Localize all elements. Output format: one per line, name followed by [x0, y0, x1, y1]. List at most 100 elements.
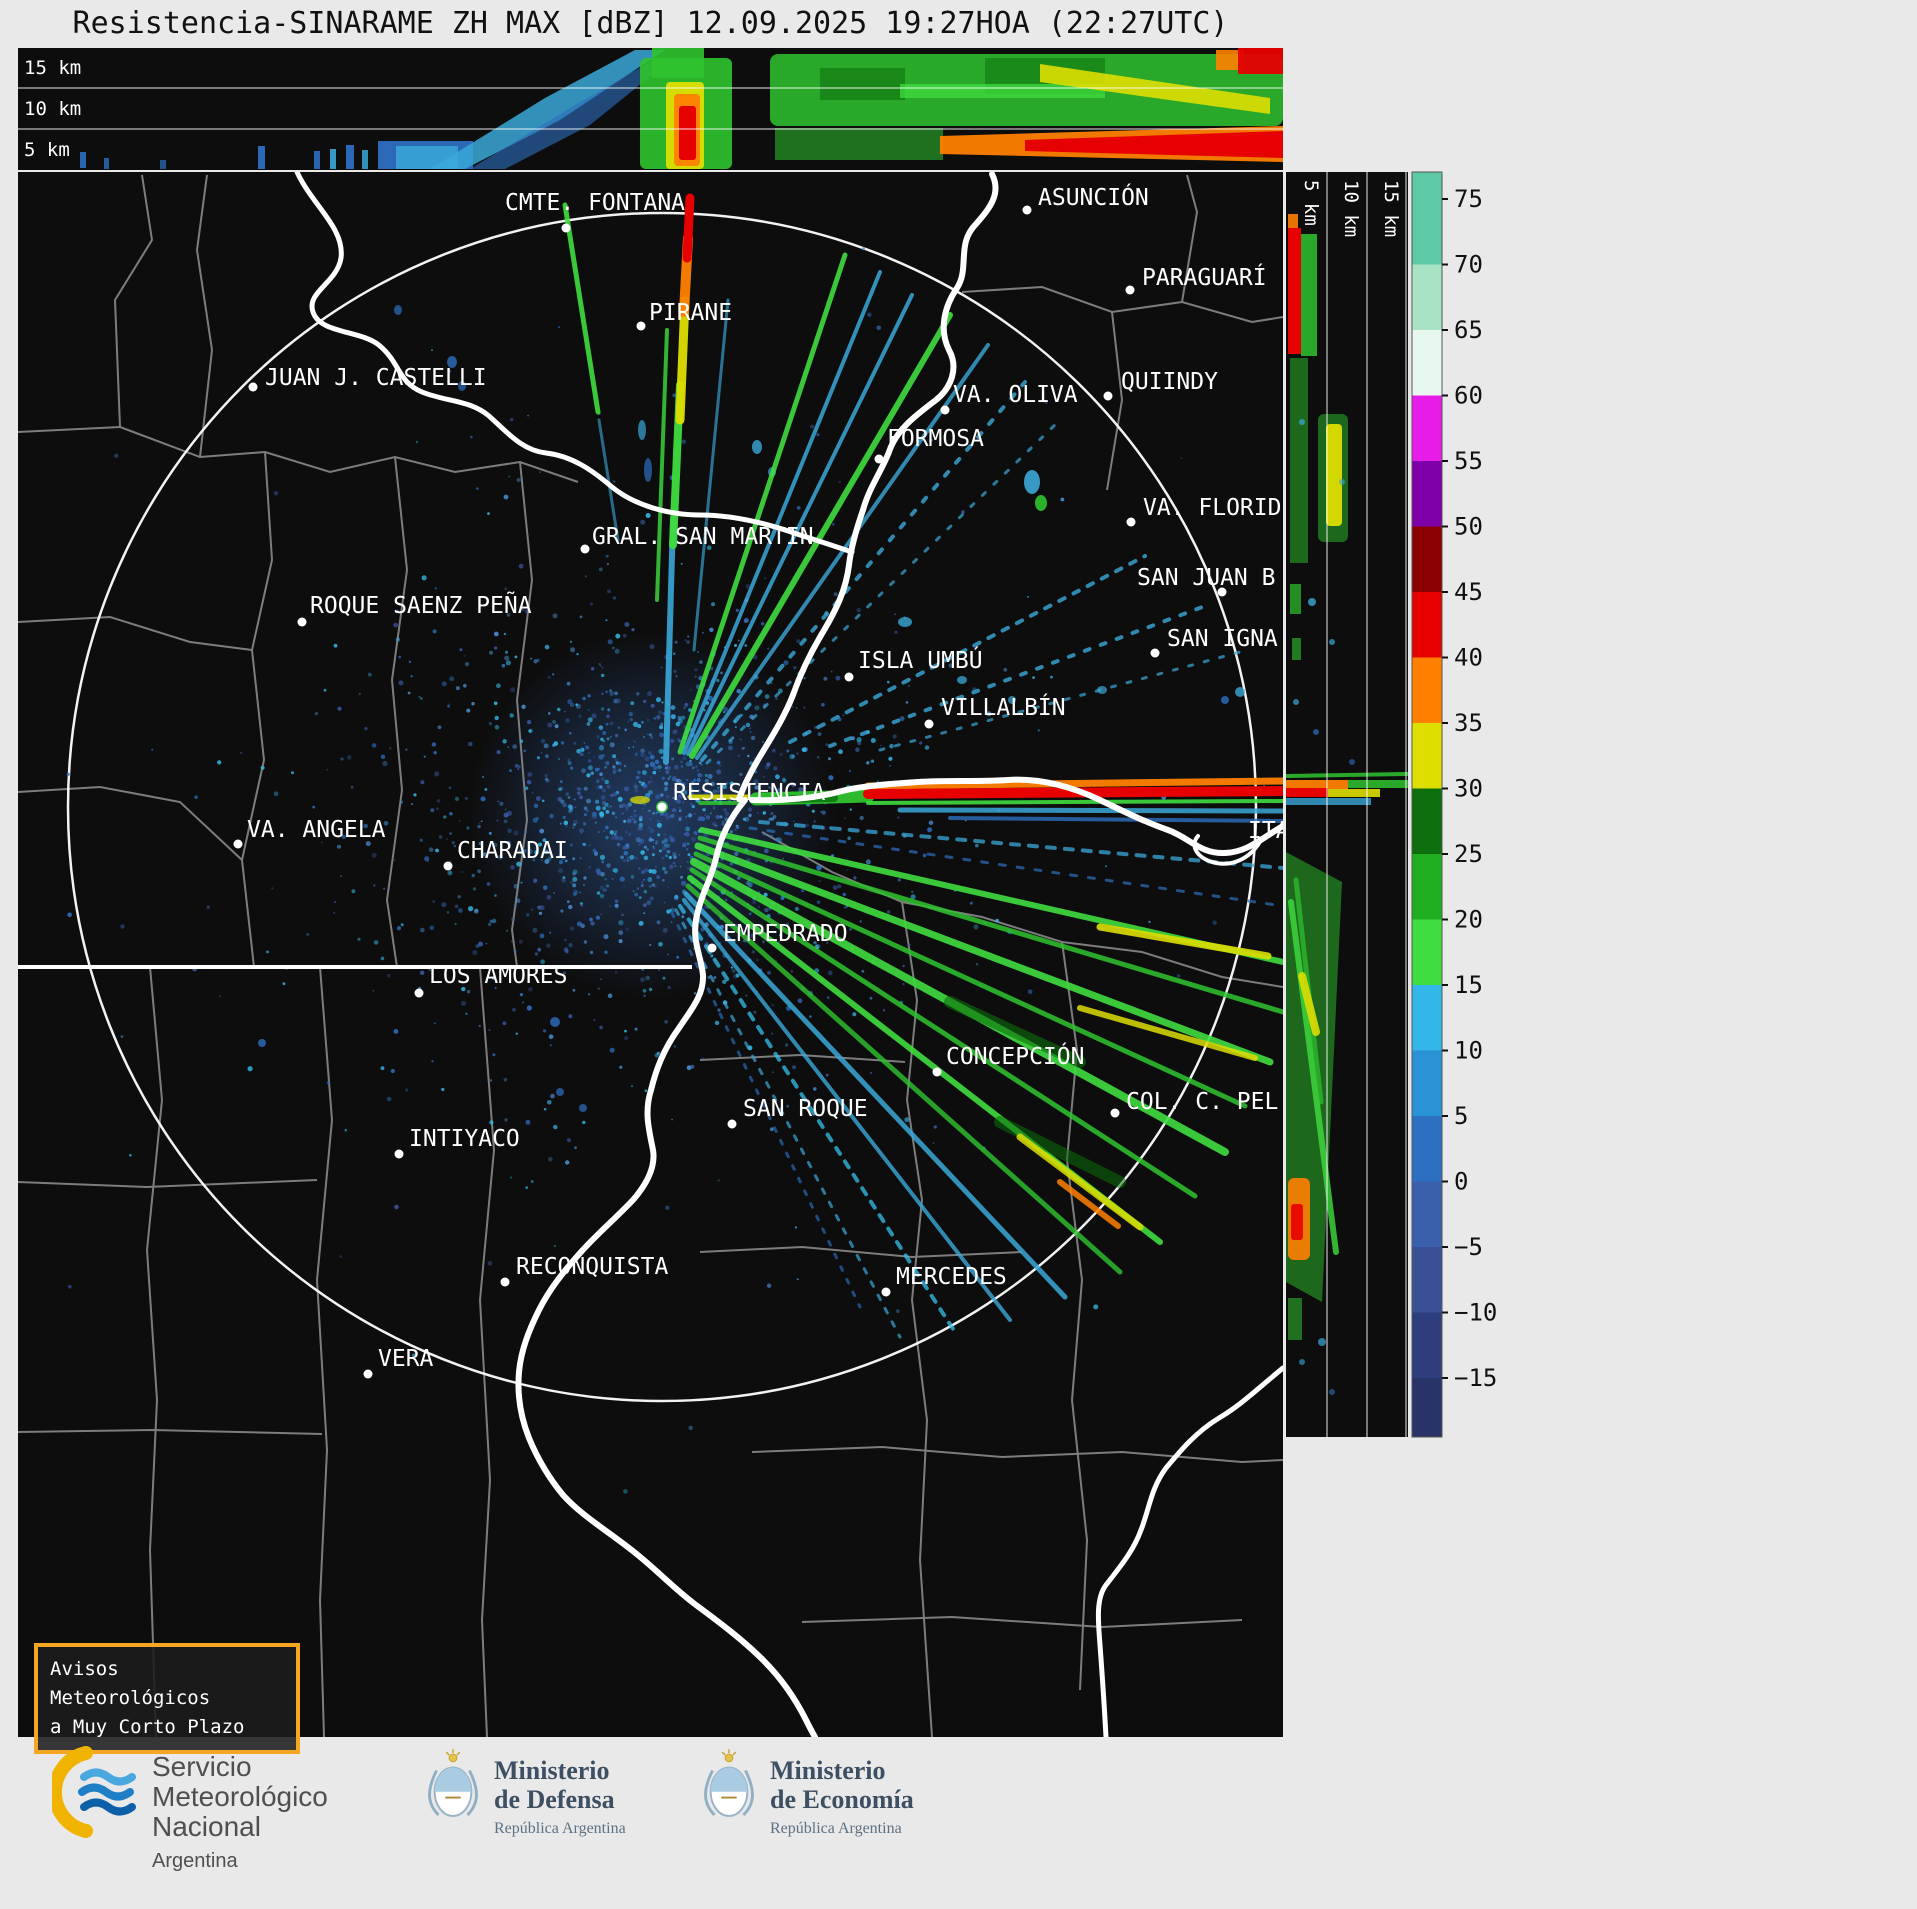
radar-speckle [513, 830, 519, 836]
radar-speckle [451, 841, 455, 845]
radar-speckle [821, 810, 826, 815]
radar-speckle [482, 852, 487, 857]
radar-echo-beam [678, 904, 957, 1334]
colorbar-segment [1412, 461, 1442, 528]
radar-echo-blob [550, 1017, 560, 1027]
radar-speckle [570, 766, 574, 770]
right-panel-echo [1288, 214, 1298, 234]
radar-speckle [562, 815, 566, 820]
radar-speckle [813, 1087, 817, 1091]
radar-speckle [1027, 989, 1033, 994]
city-marker [363, 1369, 373, 1379]
radar-speckle [606, 737, 610, 741]
radar-speckle [833, 592, 838, 597]
radar-speckle [586, 773, 591, 778]
radar-speckle [643, 855, 649, 861]
radar-echo-beam [700, 380, 1027, 762]
radar-speckle [487, 1261, 493, 1266]
radar-speckle [758, 905, 760, 908]
right-panel-echo [1286, 798, 1371, 805]
radar-speckle [510, 417, 514, 422]
radar-speckle [723, 711, 726, 714]
radar-speckle [504, 655, 510, 661]
radar-speckle [653, 717, 657, 720]
radar-speckle [691, 805, 695, 808]
radar-speckle [572, 876, 578, 882]
radar-speckle [653, 765, 658, 771]
radar-speckle [663, 843, 667, 847]
radar-speckle [383, 820, 389, 826]
radar-speckle [587, 717, 593, 723]
radar-speckle [683, 706, 686, 709]
radar-speckle [672, 393, 676, 398]
radar-speckle [454, 796, 460, 802]
radar-speckle [693, 812, 696, 815]
radar-speckle [704, 807, 707, 809]
radar-echo-beam [682, 898, 1012, 1322]
colorbar-segment [1412, 723, 1442, 790]
city-label: ROQUE SAENZ PEÑA [310, 591, 532, 619]
radar-speckle [560, 909, 564, 913]
radar-speckle [333, 912, 336, 914]
radar-speckle [662, 976, 666, 980]
radar-speckle [337, 844, 341, 849]
radar-speckle [367, 672, 372, 677]
radar-echo-blobs [258, 305, 1245, 1112]
radar-speckle [558, 758, 560, 760]
radar-speckle [647, 781, 651, 784]
radar-speckle [651, 853, 655, 857]
radar-speckle [525, 1186, 528, 1189]
radar-speckle [625, 831, 628, 833]
radar-speckle [681, 915, 685, 919]
radar-speckle [510, 917, 515, 922]
radar-speckle [817, 732, 822, 736]
radar-speckle [678, 807, 681, 809]
radar-speckle [644, 868, 649, 873]
warning-line-2: a Muy Corto Plazo [50, 1716, 245, 1738]
radar-speckle [894, 630, 898, 634]
radar-speckle [680, 765, 684, 768]
radar-speckle [557, 707, 561, 712]
radar-speckle [599, 893, 605, 899]
radar-speckle [405, 748, 408, 751]
radar-speckle [686, 1065, 692, 1071]
radar-speckle [745, 994, 748, 997]
city-marker [561, 223, 571, 233]
radar-speckle [559, 822, 562, 825]
radar-speckle [579, 795, 583, 800]
radar-speckle [614, 691, 618, 696]
radar-speckle [684, 702, 689, 707]
radar-echo-beam [689, 312, 953, 759]
radar-speckle [658, 968, 660, 971]
colorbar-tick-label: 30 [1454, 775, 1483, 803]
radar-speckle [675, 675, 678, 678]
smn-logo-icon [47, 1746, 136, 1838]
radar-speckle [437, 725, 442, 730]
radar-speckle [919, 741, 923, 745]
boundary-path [961, 285, 1283, 324]
radar-echo-beam [683, 891, 1068, 1300]
city-label: CONCEPCIÓN [946, 1042, 1084, 1070]
radar-speckle [770, 812, 774, 815]
radar-speckle [615, 761, 620, 765]
radar-speckle [552, 720, 556, 724]
radar-speckle [643, 878, 646, 881]
radar-speckle [636, 692, 640, 696]
radar-speckle [1060, 497, 1065, 502]
radar-speckle [491, 918, 497, 924]
radar-speckle [509, 769, 512, 773]
radar-speckle [373, 940, 379, 945]
radar-speckle [725, 940, 727, 943]
radar-speckle [543, 1107, 547, 1111]
radar-speckle [454, 922, 457, 926]
top-panel-echo [330, 149, 336, 169]
radar-speckle [594, 767, 599, 772]
radar-speckle [588, 865, 591, 869]
radar-speckle [612, 768, 617, 773]
radar-speckle [795, 707, 798, 709]
boundary-path [699, 1245, 1023, 1259]
radar-speckle [889, 764, 892, 767]
radar-speckle [582, 1120, 586, 1125]
radar-speckle [532, 858, 536, 862]
right-axis-label-5km: 5 km [1300, 180, 1322, 226]
